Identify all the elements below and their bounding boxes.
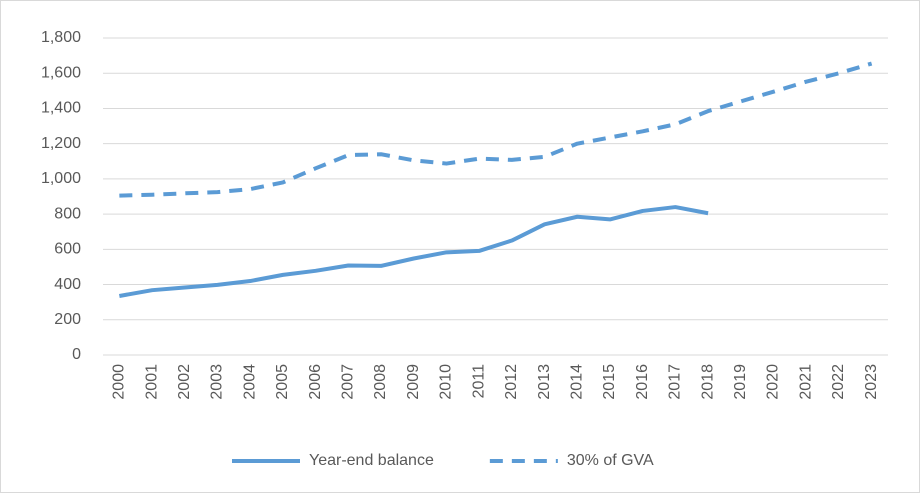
y-tick-label: 1,800 xyxy=(41,29,81,46)
x-tick-label: 2000 xyxy=(111,364,128,400)
x-tick-label: 2003 xyxy=(209,364,226,400)
x-tick-label: 2016 xyxy=(634,364,651,400)
x-tick-label: 2010 xyxy=(438,364,455,400)
x-tick-label: 2005 xyxy=(274,364,291,400)
x-tick-label: 2020 xyxy=(765,364,782,400)
x-tick-label: 2018 xyxy=(699,364,716,400)
y-tick-label: 0 xyxy=(72,346,81,363)
x-tick-label: 2004 xyxy=(241,364,258,400)
x-tick-label: 2022 xyxy=(830,364,847,400)
x-tick-label: 2014 xyxy=(568,364,585,400)
x-tick-label: 2023 xyxy=(863,364,880,400)
y-tick-label: 1,200 xyxy=(41,135,81,152)
x-tick-label: 2011 xyxy=(470,364,487,399)
x-tick-label: 2017 xyxy=(667,364,684,400)
x-tick-label: 2001 xyxy=(143,364,160,400)
x-tick-label: 2007 xyxy=(340,364,357,400)
x-tick-label: 2002 xyxy=(176,364,193,400)
y-tick-label: 400 xyxy=(54,276,81,293)
data-line xyxy=(119,61,873,198)
y-tick-label: 1,400 xyxy=(41,100,81,117)
y-tick-label: 600 xyxy=(54,241,81,258)
legend-label: 30% of GVA xyxy=(567,452,654,469)
x-tick-label: 2008 xyxy=(372,364,389,400)
x-tick-label: 2006 xyxy=(307,364,324,400)
legend-label: Year-end balance xyxy=(309,452,434,469)
data-line xyxy=(119,205,709,298)
x-tick-label: 2009 xyxy=(405,364,422,400)
x-tick-label: 2013 xyxy=(536,364,553,400)
y-tick-label: 1,600 xyxy=(41,64,81,81)
x-tick-label: 2021 xyxy=(797,364,814,400)
x-tick-label: 2012 xyxy=(503,364,520,400)
y-tick-label: 800 xyxy=(54,205,81,222)
y-tick-label: 1,000 xyxy=(41,170,81,187)
x-tick-label: 2015 xyxy=(601,364,618,400)
y-tick-label: 200 xyxy=(54,311,81,328)
x-tick-label: 2019 xyxy=(732,364,749,400)
